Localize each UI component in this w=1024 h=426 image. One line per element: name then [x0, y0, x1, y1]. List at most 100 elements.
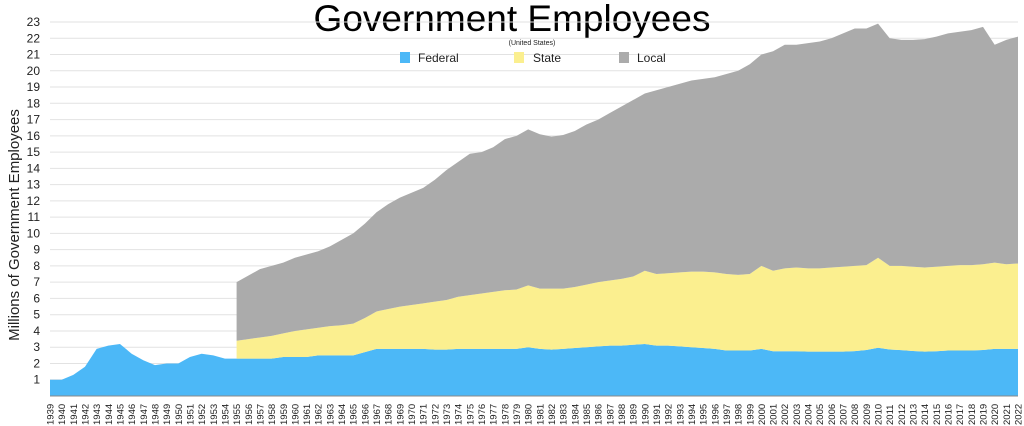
x-tick-label: 2013 [909, 404, 920, 425]
x-tick-label: 2011 [885, 405, 896, 425]
x-tick-label: 1953 [209, 404, 220, 425]
x-tick-label: 1940 [57, 404, 68, 425]
x-tick-label: 1979 [512, 404, 523, 425]
y-tick-label: 23 [27, 15, 41, 29]
x-tick-label: 1952 [197, 404, 208, 425]
x-tick-label: 2016 [944, 404, 955, 425]
y-tick-label: 7 [33, 275, 40, 289]
legend-swatch-state [514, 52, 524, 63]
x-tick-label: 1989 [629, 404, 640, 425]
x-tick-label: 2012 [897, 404, 908, 425]
y-tick-label: 11 [28, 210, 41, 224]
x-tick-label: 1945 [115, 404, 126, 425]
x-tick-label: 1983 [559, 404, 570, 425]
x-tick-label: 1959 [279, 404, 290, 425]
x-tick-label: 2015 [932, 404, 943, 425]
x-tick-label: 1988 [617, 404, 628, 425]
x-tick-label: 1984 [570, 404, 581, 425]
x-tick-label: 1957 [255, 404, 266, 425]
x-tick-label: 1998 [734, 404, 745, 425]
x-tick-label: 2000 [757, 404, 768, 425]
x-tick-label: 1971 [419, 404, 430, 425]
x-tick-label: 2007 [839, 404, 850, 425]
x-tick-label: 1950 [174, 404, 185, 425]
x-tick-label: 1992 [664, 404, 675, 425]
y-tick-label: 13 [27, 178, 41, 192]
x-tick-label: 2009 [862, 404, 873, 425]
x-tick-label: 1943 [92, 404, 103, 425]
y-tick-label: 22 [27, 31, 41, 45]
x-tick-label: 1985 [582, 404, 593, 425]
x-tick-label: 1995 [699, 404, 710, 425]
x-tick-label: 1939 [46, 404, 57, 425]
x-tick-label: 1991 [652, 404, 663, 425]
y-tick-label: 9 [33, 243, 40, 257]
x-tick-labels: 1939 1940 1941 1942 1943 1944 1945 1946 1947 1948… [46, 404, 1024, 425]
y-tick-label: 15 [27, 145, 41, 159]
x-tick-label: 1970 [407, 404, 418, 425]
x-tick-label: 1975 [465, 404, 476, 425]
area-local [236, 23, 1018, 341]
legend-label-state: State [533, 51, 561, 65]
x-tick-label: 2005 [815, 404, 826, 425]
x-tick-label: 1980 [524, 404, 535, 425]
area-federal [50, 343, 1018, 396]
x-tick-label: 1969 [395, 404, 406, 425]
x-tick-label: 2003 [792, 404, 803, 425]
x-tick-label: 1958 [267, 404, 278, 425]
x-tick-label: 1946 [127, 404, 138, 425]
x-tick-label: 1994 [687, 404, 698, 425]
chart-title: Government Employees [314, 0, 711, 39]
y-tick-label: 14 [27, 161, 41, 175]
x-tick-label: 1982 [547, 404, 558, 425]
x-tick-label: 1954 [220, 404, 231, 425]
y-tick-label: 8 [33, 259, 40, 273]
y-tick-label: 12 [27, 194, 41, 208]
x-tick-label: 1993 [675, 404, 686, 425]
x-tick-label: 1967 [372, 404, 383, 425]
x-tick-label: 2001 [769, 404, 780, 425]
x-tick-label: 2004 [804, 404, 815, 425]
x-tick-label: 1944 [104, 404, 115, 425]
x-tick-label: 1974 [454, 404, 465, 425]
x-tick-label: 1965 [349, 404, 360, 425]
x-tick-label: 1986 [594, 404, 605, 425]
x-tick-label: 2014 [920, 404, 931, 425]
x-tick-label: 2022 [1014, 404, 1024, 425]
y-tick-label: 3 [33, 340, 40, 354]
y-axis-label: Millions of Government Employees [6, 109, 23, 341]
x-tick-label: 1987 [605, 404, 616, 425]
x-tick-label: 2019 [979, 404, 990, 425]
x-tick-label: 1981 [535, 404, 546, 425]
x-tick-label: 2020 [990, 404, 1001, 425]
x-tick-label: 1961 [302, 404, 313, 425]
x-tick-label: 2017 [955, 404, 966, 425]
legend-label-federal: Federal [418, 51, 459, 65]
x-tick-label: 1977 [489, 404, 500, 425]
x-tick-label: 1973 [442, 404, 453, 425]
x-tick-label: 2021 [1002, 404, 1013, 425]
x-tick-label: 2018 [967, 404, 978, 425]
y-tick-label: 16 [27, 129, 41, 143]
legend-swatch-local [619, 52, 629, 63]
y-tick-label: 4 [33, 324, 40, 338]
x-tick-label: 1947 [139, 404, 150, 425]
y-tick-label: 6 [33, 291, 40, 305]
x-tick-label: 1968 [384, 404, 395, 425]
y-tick-label: 2 [33, 356, 40, 370]
y-tick-label: 10 [27, 226, 41, 240]
legend: Federal State Local [400, 51, 666, 65]
x-tick-label: 1960 [290, 404, 301, 425]
x-tick-label: 1955 [232, 404, 243, 425]
x-tick-label: 1949 [162, 404, 173, 425]
y-tick-label: 21 [27, 48, 41, 62]
x-tick-label: 1963 [325, 404, 336, 425]
area-state [236, 257, 1018, 359]
x-tick-label: 1976 [477, 404, 488, 425]
stacked-areas [50, 23, 1018, 397]
x-tick-label: 2010 [874, 404, 885, 425]
x-tick-label: 1941 [69, 404, 80, 425]
x-tick-label: 2002 [780, 404, 791, 425]
